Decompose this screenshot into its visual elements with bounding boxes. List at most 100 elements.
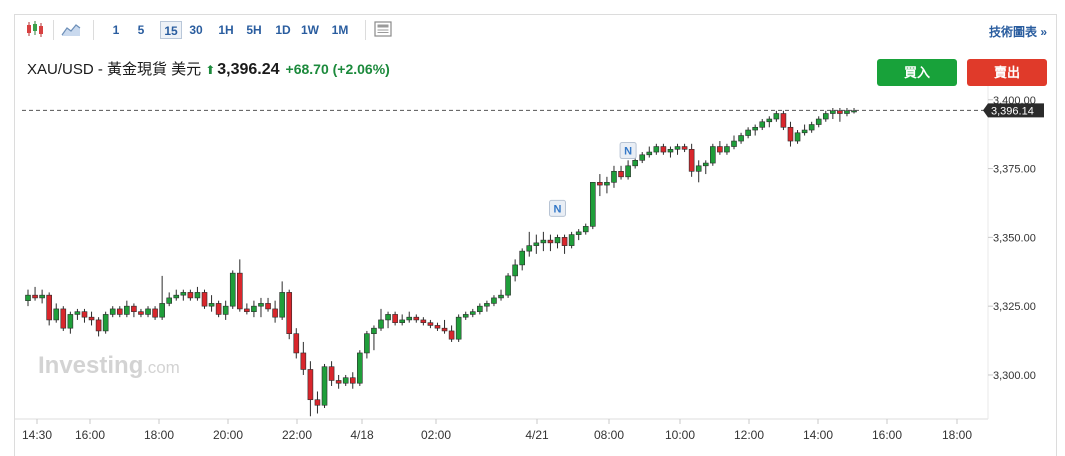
candle-body	[702, 162, 709, 167]
news-marker-label[interactable]: N	[554, 203, 562, 215]
candle-down	[413, 314, 420, 323]
candle-body	[575, 231, 582, 235]
technical-chart-link[interactable]: 技術圖表 »	[988, 25, 1047, 39]
candle-body	[844, 110, 850, 114]
candle-body	[427, 322, 434, 326]
candle-up	[801, 124, 808, 136]
last-price: 3,396.24	[217, 61, 280, 78]
x-tick-label: 10:00	[665, 428, 695, 442]
candle-body	[60, 308, 67, 329]
x-tick-label: 14:00	[803, 428, 833, 442]
candle-body	[335, 380, 342, 384]
candle-down	[307, 361, 314, 417]
candle-up	[533, 234, 540, 254]
candle-up	[674, 143, 681, 155]
candle-down	[837, 108, 843, 122]
candle-body	[801, 129, 808, 134]
y-tick-label: 3,350.00	[993, 232, 1036, 244]
candle-up	[498, 289, 504, 301]
candle-body	[660, 146, 667, 153]
candle-up	[371, 325, 377, 351]
candle-up	[611, 165, 617, 188]
interval-1h[interactable]: 1H	[218, 23, 234, 37]
candle-body	[138, 311, 144, 315]
news-marker[interactable]: N	[619, 142, 637, 160]
candle-down	[681, 143, 688, 153]
candle-body	[717, 146, 723, 153]
interval-1m[interactable]: 1M	[331, 23, 349, 37]
candle-up	[575, 229, 582, 241]
candle-body	[604, 182, 610, 186]
candle-up	[568, 231, 575, 249]
interval-15[interactable]: 15	[160, 21, 182, 39]
candlestick-icon[interactable]	[25, 20, 45, 38]
interval-1[interactable]: 1	[112, 23, 120, 37]
candle-up	[194, 286, 201, 301]
candle-body	[378, 319, 384, 329]
news-marker[interactable]: N	[549, 199, 566, 217]
candle-body	[194, 292, 201, 299]
candle-up	[625, 160, 631, 180]
price-change: +68.70 (+2.06%)	[285, 61, 390, 77]
candle-down	[201, 289, 208, 309]
candle-body	[695, 165, 702, 172]
news-marker-box[interactable]	[619, 142, 637, 160]
candle-down	[688, 143, 695, 177]
candle-body	[364, 333, 370, 354]
candle-up	[109, 306, 116, 318]
interval-1w[interactable]: 1W	[301, 23, 319, 37]
candle-up	[491, 295, 497, 307]
candle-body	[244, 308, 250, 312]
candle-body	[611, 171, 617, 183]
candle-body	[215, 303, 222, 315]
candle-body	[159, 303, 165, 318]
candle-up	[794, 130, 801, 144]
area-chart-icon[interactable]	[61, 20, 81, 38]
candle-body	[526, 245, 533, 252]
candle-body	[441, 327, 448, 332]
candle-down	[392, 311, 398, 326]
interval-30[interactable]: 30	[189, 23, 203, 37]
candle-up	[512, 259, 518, 282]
news-marker-box[interactable]	[549, 199, 566, 217]
candle-body	[822, 113, 829, 120]
candle-up	[102, 311, 109, 334]
candle-body	[300, 352, 307, 370]
candle-body	[95, 319, 102, 332]
candle-down	[187, 289, 194, 301]
candle-up	[604, 176, 610, 194]
news-marker-label[interactable]: N	[624, 146, 632, 158]
candle-up	[822, 110, 829, 122]
candle-body	[589, 182, 596, 227]
candle-up	[406, 311, 413, 323]
candle-down	[215, 300, 222, 318]
interval-1d[interactable]: 1D	[275, 23, 291, 37]
buy-button[interactable]: 買入	[877, 59, 957, 86]
candle-up	[25, 289, 31, 307]
x-tick-label: 14:30	[22, 428, 52, 442]
candle-body	[293, 333, 300, 354]
candle-up	[364, 330, 370, 359]
candle-body	[201, 292, 208, 307]
candle-body	[455, 316, 462, 340]
candle-body	[738, 135, 744, 142]
candle-up	[455, 314, 462, 342]
candle-body	[731, 140, 737, 147]
toolbar-divider	[365, 20, 366, 40]
candle-up	[653, 143, 660, 155]
news-icon[interactable]	[373, 20, 393, 38]
sell-button[interactable]: 賣出	[967, 59, 1047, 86]
candle-up	[695, 160, 702, 183]
candle-body	[434, 325, 441, 329]
candle-up	[759, 119, 766, 131]
interval-5h[interactable]: 5H	[246, 23, 262, 37]
candle-down	[780, 110, 787, 131]
candle-body	[349, 377, 356, 384]
candle-body	[272, 308, 278, 318]
x-tick-label: 18:00	[144, 428, 174, 442]
candle-body	[222, 305, 229, 315]
candle-body	[653, 146, 660, 153]
candle-up	[667, 146, 674, 158]
interval-5[interactable]: 5	[137, 23, 145, 37]
